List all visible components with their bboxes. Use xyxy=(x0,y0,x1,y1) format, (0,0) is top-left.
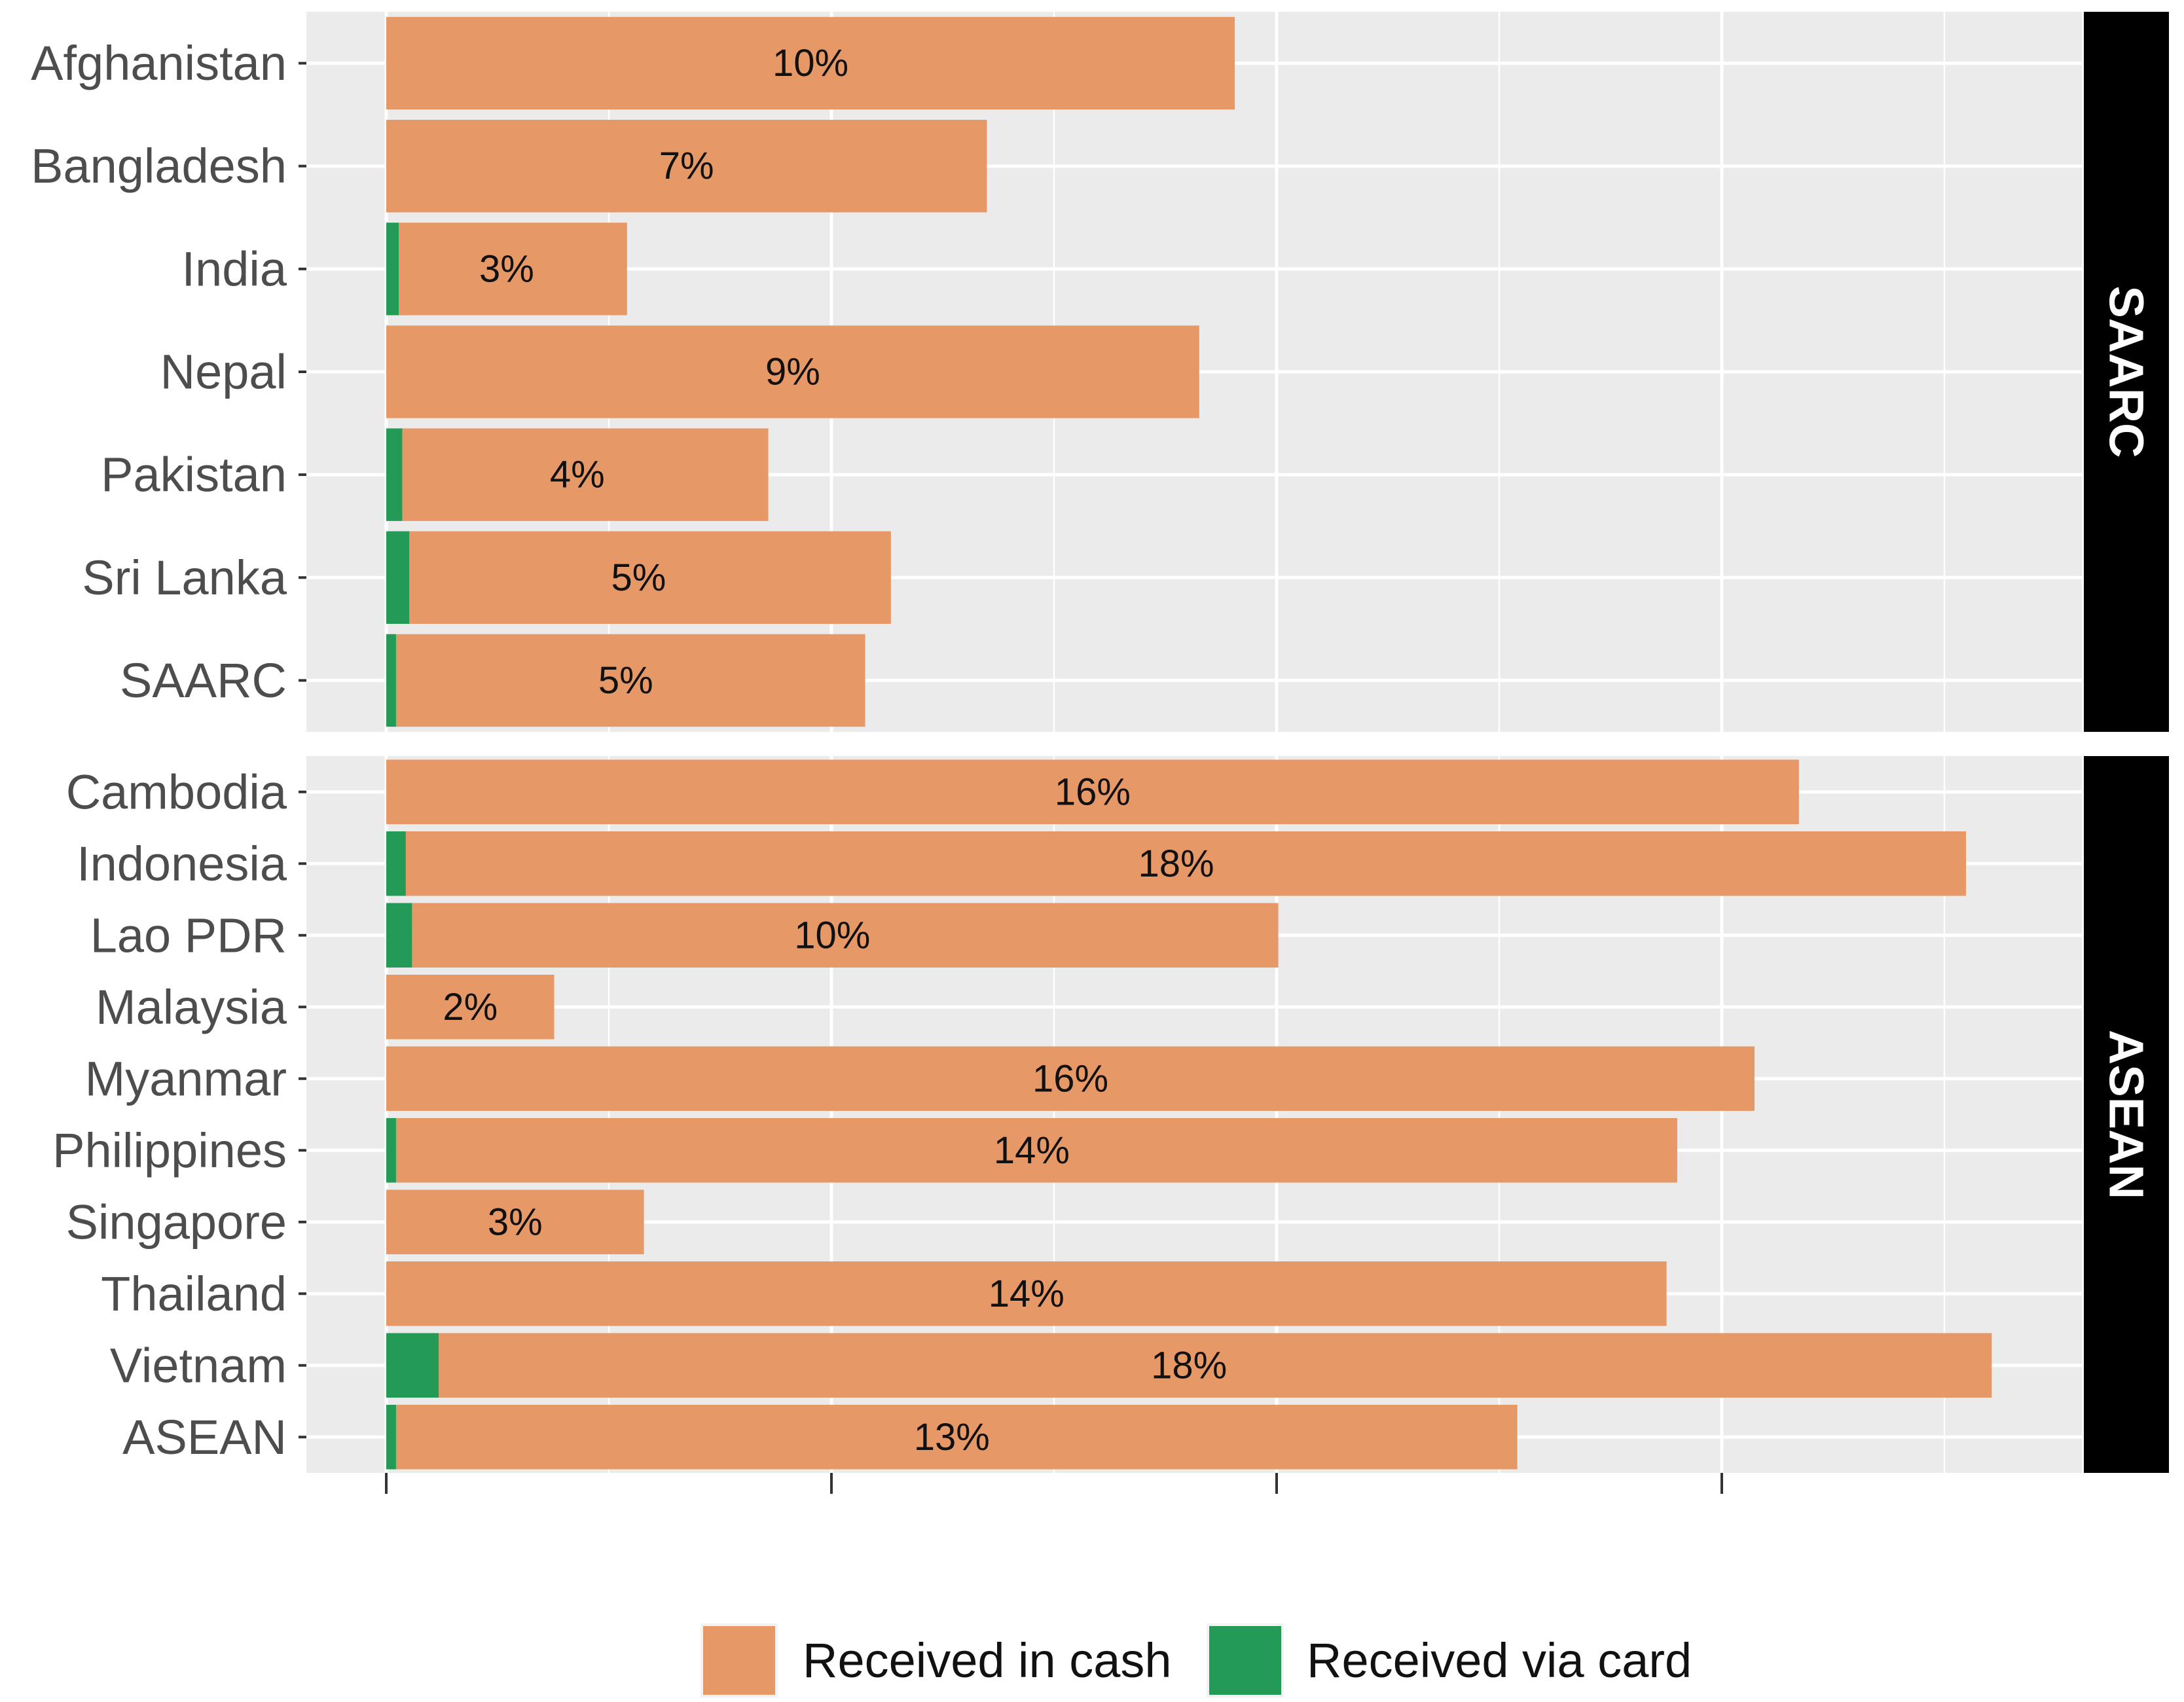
bar-label-myanmar: 16% xyxy=(1032,1057,1108,1100)
bar-card-asean xyxy=(386,1404,396,1470)
bar-cash-indonesia xyxy=(405,831,1966,896)
bar-label-india: 3% xyxy=(479,247,534,290)
bar-card-vietnam xyxy=(386,1333,439,1398)
bar-label-sri-lanka: 5% xyxy=(611,556,666,599)
y-tick-label-indonesia: Indonesia xyxy=(77,837,287,891)
bar-cash-bangladesh xyxy=(386,120,987,213)
bar-label-thailand: 14% xyxy=(989,1273,1065,1315)
y-tick-label-malaysia: Malaysia xyxy=(96,980,287,1034)
legend: Received in cash Received via card xyxy=(701,1623,1692,1697)
bar-label-malaysia: 2% xyxy=(443,986,498,1028)
legend-key-cash xyxy=(703,1626,775,1695)
bar-cash-lao-pdr xyxy=(412,903,1279,968)
facet-panels: 10% Afghanistan 7% Bangladesh 3% India 9% Nepal… xyxy=(31,12,2169,1494)
bar-label-pakistan: 4% xyxy=(550,454,605,496)
facet-strip-label: ASEAN xyxy=(2100,1030,2154,1199)
facet-strip xyxy=(2084,756,2169,1473)
bar-cash-thailand xyxy=(386,1261,1667,1326)
y-tick-label-asean: ASEAN xyxy=(122,1410,287,1464)
facet-strip xyxy=(2084,12,2169,732)
bar-cash-asean xyxy=(395,1404,1518,1470)
bar-card-sri-lanka xyxy=(386,531,410,624)
bar-cash-sri-lanka xyxy=(409,531,891,624)
bar-label-philippines: 14% xyxy=(994,1129,1070,1172)
y-tick-label-myanmar: Myanmar xyxy=(85,1051,287,1106)
bar-cash-myanmar xyxy=(386,1046,1755,1112)
bar-cash-saarc xyxy=(395,634,865,727)
bar-cash-malaysia xyxy=(386,974,555,1040)
bar-card-indonesia xyxy=(386,831,406,896)
y-tick-label-saarc: SAARC xyxy=(120,653,287,708)
bar-label-bangladesh: 7% xyxy=(659,145,714,187)
y-tick-label-singapore: Singapore xyxy=(66,1195,287,1249)
bar-label-cambodia: 16% xyxy=(1055,770,1131,813)
bar-label-indonesia: 18% xyxy=(1138,842,1214,885)
bar-cash-nepal xyxy=(386,325,1199,418)
legend-label-cash: Received in cash xyxy=(803,1633,1172,1688)
bar-label-saarc: 5% xyxy=(598,659,653,702)
bar-cash-afghanistan xyxy=(386,16,1235,110)
bar-label-lao-pdr: 10% xyxy=(794,914,870,956)
bar-card-saarc xyxy=(386,634,396,727)
bar-card-pakistan xyxy=(386,428,403,521)
y-tick-label-sri-lanka: Sri Lanka xyxy=(82,551,287,605)
y-tick-label-afghanistan: Afghanistan xyxy=(31,36,287,90)
y-tick-label-lao-pdr: Lao PDR xyxy=(90,908,287,962)
y-tick-label-nepal: Nepal xyxy=(160,345,287,399)
bar-card-lao-pdr xyxy=(386,903,412,968)
legend-label-card: Received via card xyxy=(1307,1633,1692,1688)
bar-label-vietnam: 18% xyxy=(1151,1344,1227,1386)
bar-card-philippines xyxy=(386,1117,396,1183)
y-tick-label-india: India xyxy=(182,242,287,296)
y-tick-label-philippines: Philippines xyxy=(52,1123,287,1178)
y-tick-label-pakistan: Pakistan xyxy=(101,448,287,502)
facet-saarc: 10% Afghanistan 7% Bangladesh 3% India 9% Nepal… xyxy=(31,12,2169,732)
bar-label-afghanistan: 10% xyxy=(773,42,848,84)
facet-strip-label: SAARC xyxy=(2100,285,2154,458)
y-tick-label-bangladesh: Bangladesh xyxy=(31,139,287,193)
bar-cash-cambodia xyxy=(386,759,1799,825)
facet-asean: 16% Cambodia 18% Indonesia 10% Lao PDR 2% Malay… xyxy=(52,756,2169,1473)
bar-cash-pakistan xyxy=(402,428,769,521)
bar-cash-philippines xyxy=(395,1117,1677,1183)
bar-label-asean: 13% xyxy=(914,1416,990,1458)
bar-card-india xyxy=(386,223,399,316)
y-tick-label-vietnam: Vietnam xyxy=(110,1338,287,1392)
bar-label-singapore: 3% xyxy=(488,1201,543,1243)
bar-cash-india xyxy=(399,223,627,316)
y-tick-label-thailand: Thailand xyxy=(101,1267,287,1321)
legend-key-card xyxy=(1209,1626,1281,1695)
bar-label-nepal: 9% xyxy=(765,351,820,393)
bar-cash-singapore xyxy=(386,1189,644,1255)
bar-cash-vietnam xyxy=(439,1333,1992,1398)
y-tick-label-cambodia: Cambodia xyxy=(66,765,287,819)
